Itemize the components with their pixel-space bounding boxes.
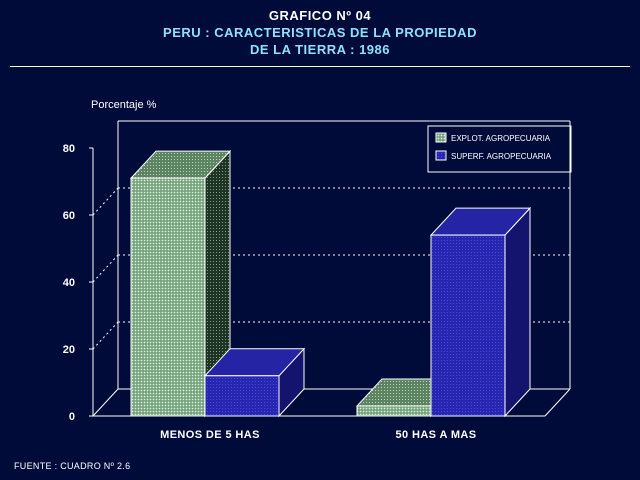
bar-front-face: [130, 177, 206, 417]
chart-number-title: GRAFICO Nº 04: [268, 8, 372, 23]
header-divider: [10, 66, 630, 67]
floor-left-edge: [92, 388, 119, 417]
bar-2-1: [203, 347, 306, 418]
chart-title-line-1: PERU : CARACTERISTICAS DE LA PROPIEDAD: [163, 25, 477, 40]
legend-swatch: [435, 150, 447, 161]
y-tick-label: 60: [63, 210, 75, 222]
legend-swatch: [435, 132, 447, 143]
bar-front-face: [204, 375, 280, 417]
bar-2-2: [429, 206, 532, 418]
y-tick-label: 20: [63, 344, 75, 356]
x-category-label: MENOS DE 5 HAS: [160, 429, 260, 441]
gridline-side: [92, 321, 119, 350]
legend-box: [427, 125, 572, 173]
bar-front-face: [430, 234, 506, 417]
y-tick-label: 0: [69, 411, 75, 423]
y-axis-label: Porcentaje %: [91, 99, 157, 111]
bar-side-face: [504, 206, 531, 418]
chart-title-line-2: DE LA TIERRA : 1986: [249, 42, 390, 57]
y-tick-label: 80: [63, 143, 75, 155]
gridline-side: [92, 187, 119, 216]
floor-right-edge: [544, 388, 571, 417]
source-note: FUENTE : CUADRO Nº 2.6: [14, 461, 131, 471]
legend-label: EXPLOT. AGROPECUARIA: [451, 134, 551, 143]
bar-front-face: [356, 405, 432, 417]
legend-label: SUPERF. AGROPECUARIA: [451, 152, 552, 161]
x-category-label: 50 HAS A MAS: [396, 429, 477, 441]
gridline-side: [92, 254, 119, 283]
y-tick-label: 40: [63, 277, 75, 289]
